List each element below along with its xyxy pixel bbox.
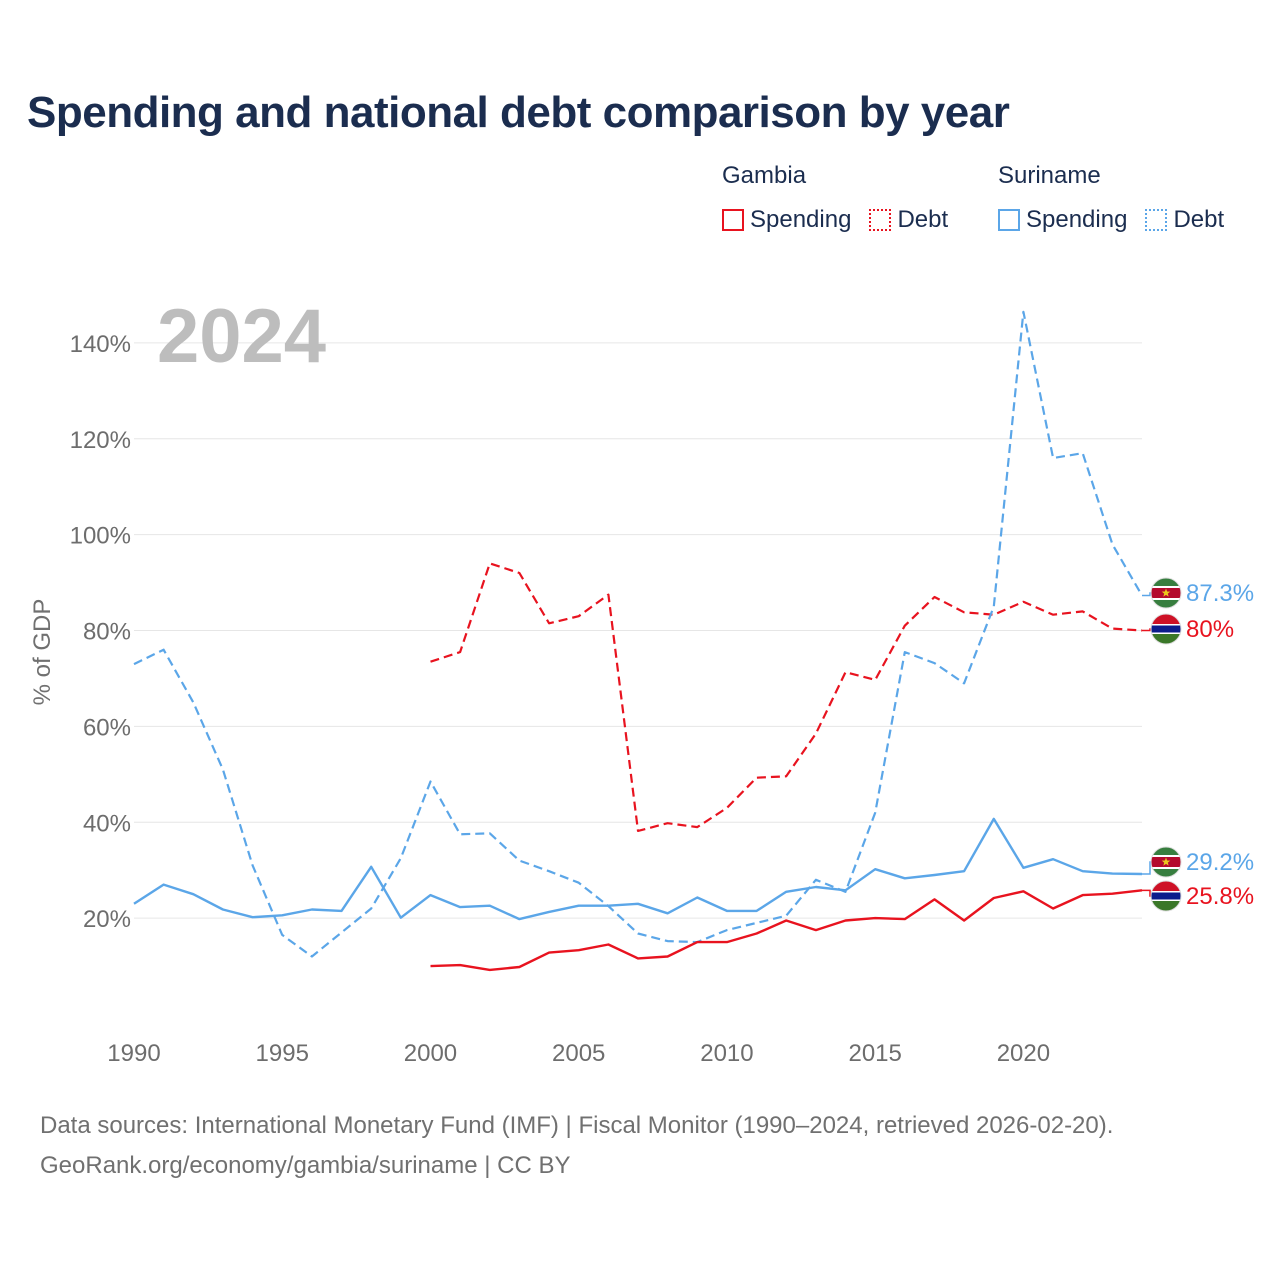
end-connector-suriname-debt — [1142, 592, 1152, 597]
y-tick-label: 60% — [83, 714, 131, 741]
legend-group-gambia: Gambia Spending Debt — [722, 162, 948, 234]
x-tick-label: 2000 — [404, 1040, 457, 1067]
end-label-suriname-debt: 87.3% — [1186, 580, 1254, 607]
footer-source: Data sources: International Monetary Fun… — [40, 1112, 1114, 1139]
chart-title: Spending and national debt comparison by… — [27, 88, 1010, 137]
suriname-flag-icon — [1150, 846, 1182, 878]
series-line-suriname-spending[interactable] — [133, 817, 1143, 921]
series-layer — [133, 310, 1143, 972]
end-label-suriname-spending: 29.2% — [1186, 849, 1254, 876]
legend-swatch-suriname-debt — [1145, 209, 1168, 231]
legend-swatch-gambia-debt — [869, 209, 892, 231]
gambia-flag-icon — [1150, 880, 1182, 912]
legend-item-suriname-spending[interactable]: Spending — [998, 206, 1127, 234]
end-connector-suriname-spending — [1142, 861, 1152, 875]
y-tick-label: 120% — [70, 427, 131, 454]
legend-label-suriname-debt: Debt — [1173, 206, 1225, 233]
footer-link[interactable]: GeoRank.org/economy/gambia/suriname | CC… — [40, 1152, 571, 1179]
x-tick-label: 2020 — [997, 1040, 1050, 1067]
legend-group-suriname: Suriname Spending Debt — [998, 162, 1224, 234]
series-line-gambia-spending[interactable] — [430, 889, 1143, 972]
chart-plot: 2024 20% 40% 60% 80% 100% 120% 140% 1990 1995 20… — [29, 294, 1254, 1067]
legend-swatch-gambia-spending — [722, 209, 744, 231]
y-tick-label: 80% — [83, 619, 131, 646]
legend-item-gambia-spending[interactable]: Spending — [722, 206, 851, 234]
legend-country-gambia: Gambia — [722, 162, 807, 189]
x-tick-label: 1995 — [256, 1040, 309, 1067]
y-axis-ticks: 20% 40% 60% 80% 100% 120% 140% — [70, 331, 131, 933]
x-axis-ticks: 1990 1995 2000 2005 2010 2015 2020 — [107, 1040, 1050, 1067]
y-tick-label: 140% — [70, 331, 131, 358]
end-label-gambia-debt: 80% — [1186, 616, 1234, 643]
series-line-gambia-debt[interactable] — [430, 562, 1143, 833]
x-tick-label: 1990 — [107, 1040, 160, 1067]
legend-label-gambia-spending: Spending — [750, 206, 852, 233]
y-tick-label: 20% — [83, 906, 131, 933]
gambia-flag-icon — [1150, 613, 1182, 645]
y-tick-label: 100% — [70, 523, 131, 550]
legend-country-suriname: Suriname — [998, 162, 1101, 189]
legend-item-gambia-debt[interactable]: Debt — [869, 206, 948, 234]
end-connector-gambia-spending — [1142, 889, 1152, 897]
legend-item-suriname-debt[interactable]: Debt — [1145, 206, 1224, 234]
x-tick-label: 2005 — [552, 1040, 605, 1067]
y-tick-label: 40% — [83, 810, 131, 837]
suriname-flag-icon — [1150, 577, 1182, 609]
y-axis-label: % of GDP — [29, 599, 56, 706]
legend-swatch-suriname-spending — [998, 209, 1020, 231]
footer: Data sources: International Monetary Fun… — [40, 1106, 1113, 1186]
legend-label-gambia-debt: Debt — [897, 206, 949, 233]
end-label-gambia-spending: 25.8% — [1186, 883, 1254, 910]
grid-layer — [134, 342, 1142, 919]
x-tick-label: 2010 — [700, 1040, 753, 1067]
year-watermark: 2024 — [157, 294, 326, 379]
x-tick-label: 2015 — [848, 1040, 901, 1067]
end-connector-gambia-debt — [1142, 628, 1152, 632]
end-labels: 80% 87.3% 25.8% 29.2% — [1142, 577, 1254, 912]
series-line-suriname-debt[interactable] — [133, 310, 1143, 958]
legend-label-suriname-spending: Spending — [1026, 206, 1128, 233]
